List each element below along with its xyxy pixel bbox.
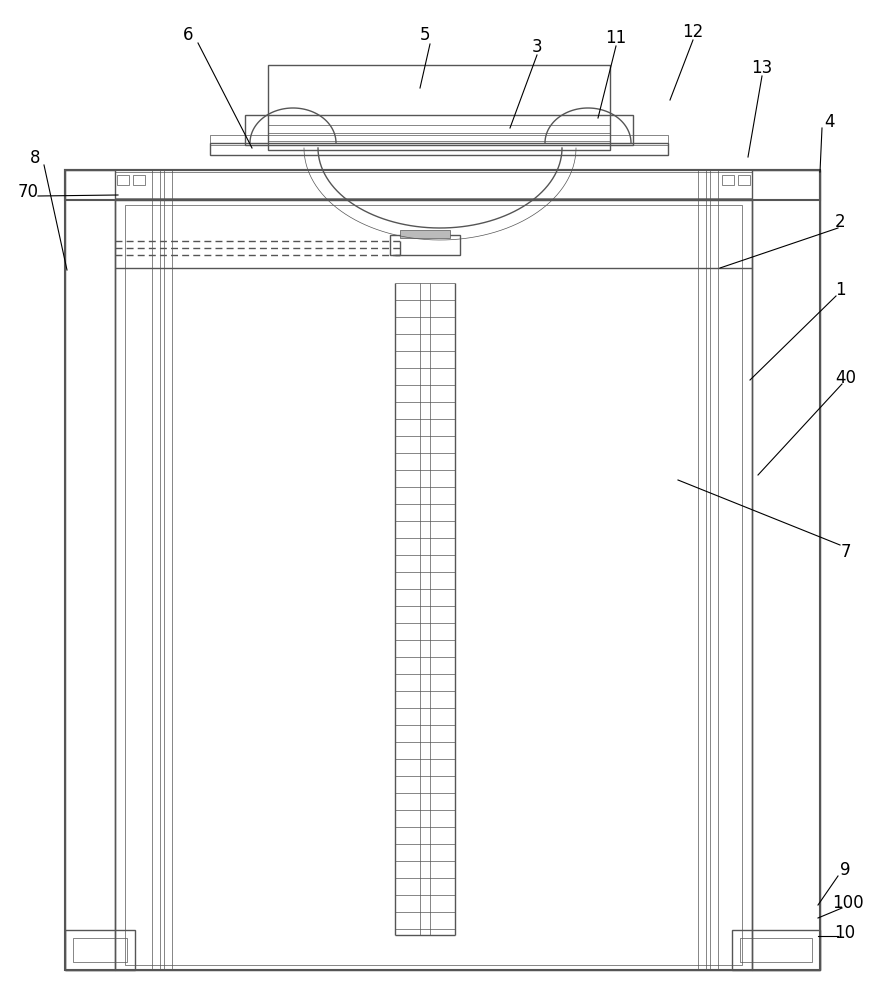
Bar xyxy=(738,175,750,185)
Text: 3: 3 xyxy=(532,38,542,56)
Bar xyxy=(268,65,610,150)
Bar xyxy=(73,938,127,962)
Bar xyxy=(752,170,820,970)
Bar xyxy=(210,143,668,155)
Bar xyxy=(710,170,718,970)
Bar xyxy=(732,930,820,970)
Bar xyxy=(115,200,752,970)
Text: 13: 13 xyxy=(752,59,773,77)
Bar xyxy=(65,170,820,200)
Bar xyxy=(245,115,633,145)
Text: 7: 7 xyxy=(840,543,851,561)
Bar xyxy=(117,175,129,185)
Bar xyxy=(722,175,734,185)
Bar xyxy=(740,938,812,962)
Text: 11: 11 xyxy=(605,29,627,47)
Bar xyxy=(65,170,115,970)
Text: 12: 12 xyxy=(682,23,704,41)
Bar xyxy=(698,170,706,970)
Text: 2: 2 xyxy=(835,213,846,231)
Text: 40: 40 xyxy=(835,369,856,387)
Bar xyxy=(152,170,160,970)
Text: 8: 8 xyxy=(30,149,40,167)
Text: 1: 1 xyxy=(835,281,846,299)
Text: 5: 5 xyxy=(420,26,430,44)
Bar xyxy=(210,135,668,145)
Text: 100: 100 xyxy=(832,894,864,912)
Text: 9: 9 xyxy=(840,861,850,879)
Text: 4: 4 xyxy=(825,113,835,131)
Bar xyxy=(133,175,145,185)
Bar xyxy=(400,230,450,238)
Text: 70: 70 xyxy=(18,183,39,201)
Bar xyxy=(65,930,135,970)
Bar xyxy=(65,170,820,970)
Bar xyxy=(115,172,752,198)
Bar xyxy=(125,205,742,965)
Bar xyxy=(164,170,172,970)
Bar xyxy=(390,235,460,255)
Text: 10: 10 xyxy=(834,924,855,942)
Text: 6: 6 xyxy=(183,26,194,44)
